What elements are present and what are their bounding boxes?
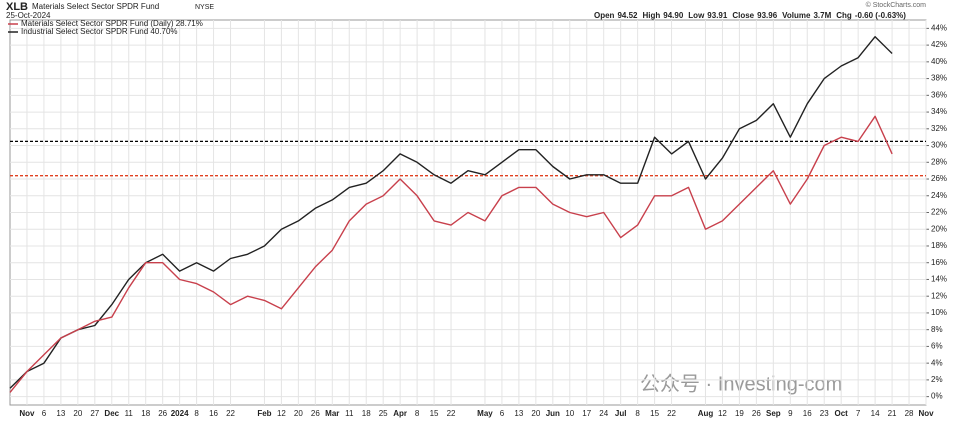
watermark: 公众号 · Investing-com <box>640 372 842 395</box>
x-tick-label: 26 <box>752 409 761 418</box>
x-tick-label: 23 <box>820 409 829 418</box>
quote-label: High <box>642 11 660 20</box>
x-tick-label: 16 <box>209 409 218 418</box>
x-tick-label: 12 <box>277 409 286 418</box>
y-tick-label: 26% <box>931 174 947 183</box>
x-tick-label: 15 <box>430 409 439 418</box>
y-tick-label: 38% <box>931 74 947 83</box>
x-tick-label: 20 <box>73 409 82 418</box>
x-tick-label: 16 <box>803 409 812 418</box>
y-tick-label: 28% <box>931 157 947 166</box>
series-line <box>9 36 893 389</box>
quote-label: Low <box>688 11 705 20</box>
x-tick-label: 21 <box>888 409 897 418</box>
y-tick-label: 4% <box>931 358 943 367</box>
x-tick-label: 20 <box>531 409 540 418</box>
y-tick-label: 42% <box>931 40 947 49</box>
x-tick-label: 25 <box>379 409 388 418</box>
x-tick-label: 6 <box>42 409 47 418</box>
x-tick-label: 9 <box>788 409 793 418</box>
y-tick-label: 12% <box>931 291 947 300</box>
x-tick-label: May <box>477 409 493 418</box>
x-tick-label: 22 <box>447 409 456 418</box>
x-tick-label: 6 <box>500 409 505 418</box>
y-tick-label: 24% <box>931 191 947 200</box>
x-tick-label: 20 <box>294 409 303 418</box>
x-tick-label: 18 <box>141 409 150 418</box>
x-tick-label: Dec <box>104 409 119 418</box>
date: 25-Oct-2024 <box>6 11 51 20</box>
exchange: NYSE <box>195 4 214 11</box>
fund-name: Materials Select Sector SPDR Fund <box>32 2 159 11</box>
y-tick-label: 30% <box>931 141 947 150</box>
x-tick-label: 22 <box>667 409 676 418</box>
x-tick-label: 2024 <box>171 409 189 418</box>
symbol: XLB <box>6 1 28 13</box>
quote-label: Open <box>594 11 615 20</box>
y-tick-label: 2% <box>931 375 943 384</box>
x-tick-label: 26 <box>158 409 167 418</box>
x-tick-label: 13 <box>56 409 65 418</box>
y-tick-label: 22% <box>931 208 947 217</box>
x-tick-label: 27 <box>90 409 99 418</box>
quote-label: Close <box>732 11 754 20</box>
y-tick-label: 44% <box>931 23 947 32</box>
y-tick-label: 40% <box>931 57 947 66</box>
x-tick-label: 8 <box>635 409 640 418</box>
quote-value: -0.60 (-0.63%) <box>855 11 906 20</box>
credit: © StockCharts.com <box>866 1 927 9</box>
y-tick-label: 14% <box>931 275 947 284</box>
y-tick-label: 18% <box>931 241 947 250</box>
quote-value: 93.96 <box>757 11 778 20</box>
x-tick-label: Jun <box>546 409 560 418</box>
y-tick-label: 32% <box>931 124 947 133</box>
y-tick-label: 6% <box>931 342 943 351</box>
x-tick-label: 28 <box>905 409 914 418</box>
quote-value: 3.7M <box>813 11 831 20</box>
x-tick-label: Oct <box>835 409 849 418</box>
legend-label: Materials Select Sector SPDR Fund (Daily… <box>21 19 203 28</box>
quote-label: Chg <box>836 11 852 20</box>
x-tick-label: Apr <box>393 409 407 418</box>
y-tick-label: 20% <box>931 224 947 233</box>
x-tick-label: Aug <box>698 409 714 418</box>
x-tick-label: 7 <box>856 409 861 418</box>
x-tick-label: 15 <box>650 409 659 418</box>
x-tick-label: Jul <box>615 409 627 418</box>
x-tick-label: Mar <box>325 409 339 418</box>
x-tick-label: Sep <box>766 409 781 418</box>
y-tick-label: 36% <box>931 90 947 99</box>
x-tick-label: 14 <box>871 409 880 418</box>
x-tick-label: 24 <box>599 409 608 418</box>
series-line <box>9 115 893 393</box>
x-tick-label: 26 <box>311 409 320 418</box>
y-tick-label: 0% <box>931 392 943 401</box>
x-tick-label: 8 <box>194 409 199 418</box>
x-tick-label: 18 <box>362 409 371 418</box>
x-tick-label: 11 <box>345 409 354 418</box>
y-tick-label: 10% <box>931 308 947 317</box>
x-tick-label: 19 <box>735 409 744 418</box>
x-tick-label: 8 <box>415 409 420 418</box>
y-tick-label: 34% <box>931 107 947 116</box>
y-tick-label: 16% <box>931 258 947 267</box>
quote-value: 93.91 <box>707 11 728 20</box>
x-tick-label: 17 <box>582 409 591 418</box>
legend-label: Industrial Select Sector SPDR Fund 40.70… <box>21 27 178 36</box>
x-tick-label: 13 <box>514 409 523 418</box>
x-tick-label: 22 <box>226 409 235 418</box>
x-tick-label: 10 <box>565 409 574 418</box>
x-tick-label: Nov <box>19 409 35 418</box>
x-tick-label: Feb <box>257 409 271 418</box>
x-tick-label: Nov <box>918 409 934 418</box>
x-tick-label: 11 <box>125 409 134 418</box>
quote-label: Volume <box>782 11 811 20</box>
quote-value: 94.90 <box>663 11 684 20</box>
y-tick-label: 8% <box>931 325 943 334</box>
x-tick-label: 12 <box>718 409 727 418</box>
quote-value: 94.52 <box>617 11 638 20</box>
